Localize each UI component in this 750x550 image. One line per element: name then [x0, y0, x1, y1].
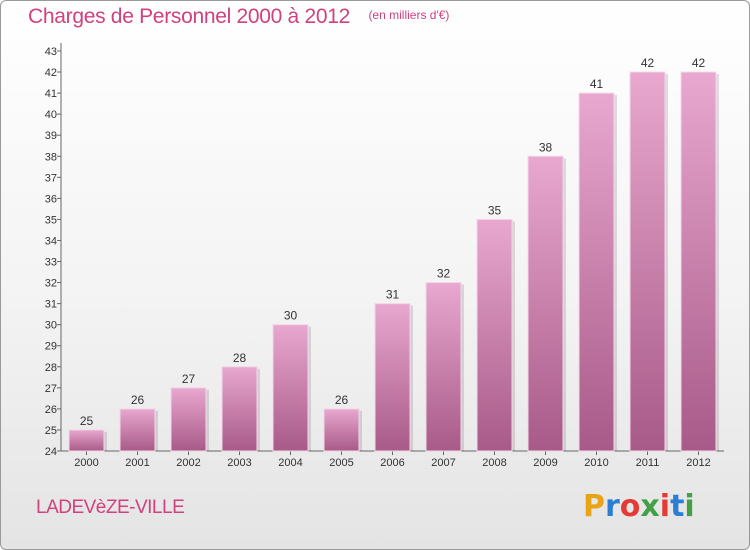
bar-value-label: 38: [539, 140, 553, 154]
y-tick-label: 36: [45, 193, 57, 205]
bar-value-label: 42: [641, 56, 655, 70]
bar: [68, 429, 105, 452]
x-tick-label: 2005: [329, 457, 353, 469]
x-tick-label: 2008: [482, 457, 506, 469]
bar-value-label: 28: [233, 351, 247, 365]
x-tick-label: 2006: [380, 457, 404, 469]
chart-title: Charges de Personnel 2000 à 2012: [28, 5, 350, 28]
bar-value-label: 32: [437, 267, 451, 281]
x-tick-label: 2007: [431, 457, 455, 469]
bar-value-label: 35: [488, 203, 502, 217]
bar-value-label: 42: [692, 56, 706, 70]
y-tick-label: 40: [45, 109, 57, 121]
bar-value-label: 31: [386, 288, 400, 302]
y-tick-label: 24: [45, 446, 57, 458]
y-tick-label: 41: [45, 88, 57, 100]
x-tick-label: 2001: [125, 457, 149, 469]
bar-value-label: 25: [80, 414, 94, 428]
y-tick-label: 38: [45, 151, 57, 163]
logo-letter: i: [684, 489, 695, 524]
bar-value-label: 27: [182, 372, 196, 386]
x-tick-label: 2003: [227, 457, 251, 469]
bar-value-label: 30: [284, 309, 298, 323]
x-tick-label: 2004: [278, 457, 302, 469]
bar: [221, 366, 258, 452]
y-tick-label: 43: [45, 46, 57, 58]
y-tick-label: 33: [45, 257, 57, 269]
bar-value-label: 26: [335, 393, 349, 407]
x-tick-label: 2009: [533, 457, 557, 469]
logo-letter: t: [670, 489, 685, 524]
y-tick-label: 31: [45, 299, 57, 311]
bar: [119, 408, 156, 452]
title-row: Charges de Personnel 2000 à 2012 (en mil…: [28, 5, 449, 29]
x-tick-label: 2011: [636, 457, 660, 469]
bar-value-label: 41: [590, 77, 604, 91]
y-tick-label: 30: [45, 320, 57, 332]
chart-subtitle: (en milliers d'€): [368, 8, 450, 22]
logo-letter: r: [605, 489, 620, 524]
bar: [323, 408, 360, 452]
y-tick-label: 29: [45, 341, 57, 353]
x-tick-label: 2000: [74, 457, 98, 469]
bar-value-label: 26: [131, 393, 145, 407]
bar: [170, 387, 207, 452]
bar: [425, 282, 462, 452]
logo-letter: P: [583, 489, 605, 524]
x-tick-label: 2010: [584, 457, 608, 469]
logo-letter: i: [659, 489, 671, 524]
y-tick-label: 27: [45, 383, 57, 395]
y-tick-label: 39: [45, 130, 57, 142]
x-tick-label: 2002: [176, 457, 200, 469]
logo-letter: o: [619, 489, 641, 524]
bar: [578, 92, 615, 452]
bar: [680, 71, 717, 452]
bar: [527, 155, 564, 452]
y-tick-label: 37: [45, 172, 57, 184]
y-tick-label: 34: [45, 235, 57, 247]
commune-name: LADEVèZE-VILLE: [36, 497, 185, 518]
bar: [629, 71, 666, 452]
proxiti-logo: Proxiti: [583, 489, 695, 524]
bar: [476, 218, 513, 452]
bars: [68, 71, 719, 452]
x-tick-label: 2012: [686, 457, 710, 469]
y-tick-label: 26: [45, 404, 57, 416]
y-tick-label: 25: [45, 425, 57, 437]
bar: [374, 303, 411, 452]
bar: [272, 324, 309, 452]
labels: 25 2000 26 2001 27 2002 28 2003 30 2004 26 2005 31 20…: [74, 56, 710, 469]
y-tick-label: 28: [45, 362, 57, 374]
y-tick-label: 42: [45, 67, 57, 79]
y-tick-label: 32: [45, 278, 57, 290]
y-tick-label: 35: [45, 214, 57, 226]
logo-letter: x: [640, 489, 660, 524]
